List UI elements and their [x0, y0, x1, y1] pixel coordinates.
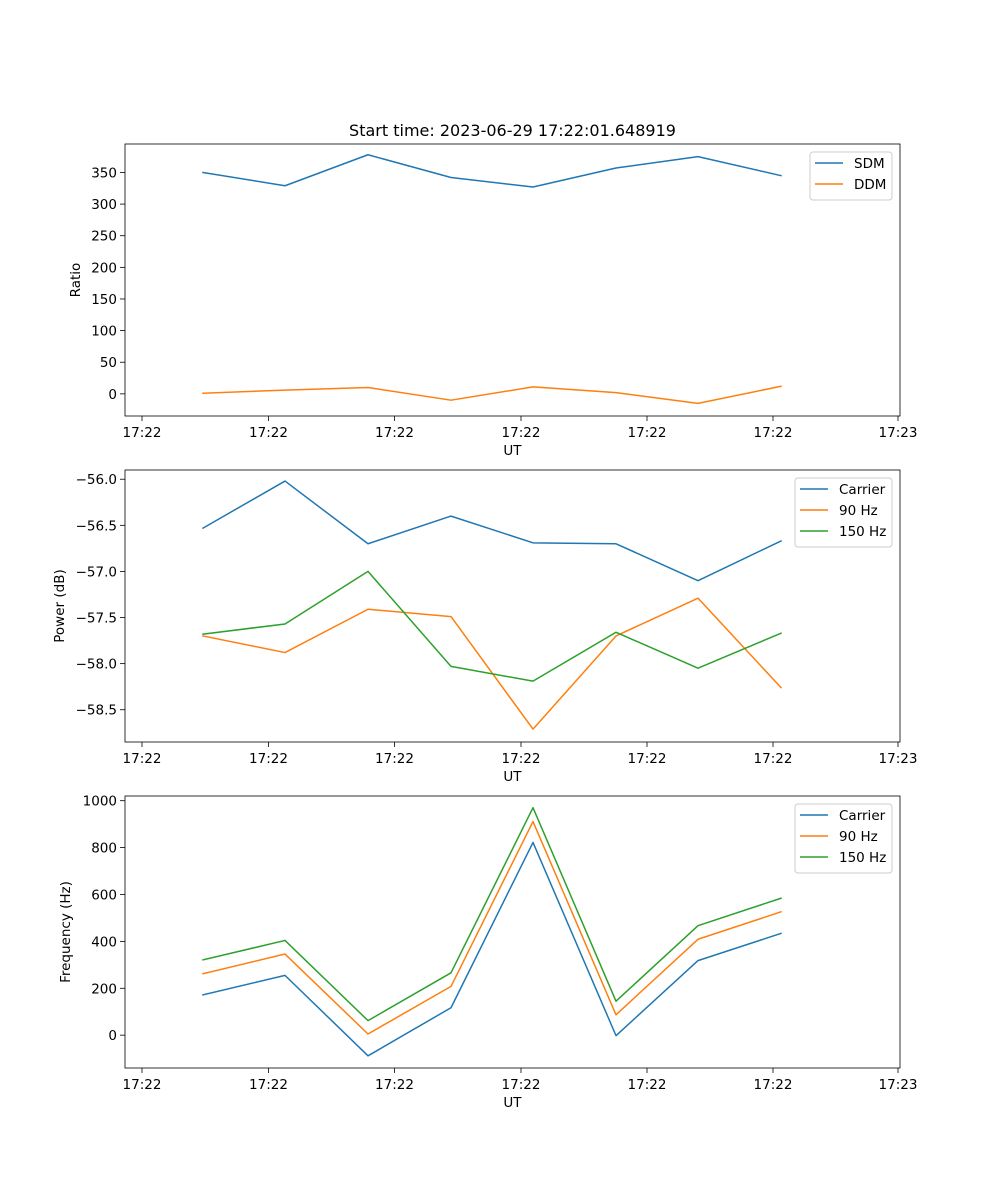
y-tick-label: 600 — [91, 887, 117, 903]
chart-panel-2: 17:22 17:22 17:22 17:22 17:22 17:22 17:23 −56.0… — [52, 469, 918, 785]
x-tick-label: 17:22 — [502, 1077, 541, 1093]
x-tick-label: 17:22 — [249, 1077, 288, 1093]
chart-panel-3: 17:22 17:22 17:22 17:22 17:22 17:22 17:23 0 200 4… — [58, 794, 917, 1111]
x-tick-label: 17:22 — [123, 1077, 162, 1093]
x-tick-label: 17:22 — [754, 425, 793, 441]
x-tick-label: 17:23 — [879, 1077, 918, 1093]
y-tick-label: 150 — [91, 292, 117, 308]
legend-label: 150 Hz — [839, 524, 886, 540]
x-tick-label: 17:22 — [754, 751, 793, 767]
chart-title: Start time: 2023-06-29 17:22:01.648919 — [349, 121, 676, 140]
y-tick-label: 0 — [108, 387, 117, 403]
x-tick-label: 17:22 — [249, 751, 288, 767]
y-tick-label: 400 — [91, 934, 117, 950]
legend-label: SDM — [854, 156, 885, 172]
legend-label: Carrier — [839, 808, 886, 824]
series-line-150-hz — [202, 806, 782, 1022]
y-tick-label: −57.5 — [76, 611, 117, 627]
y-tick-label: 300 — [91, 197, 117, 213]
axes-frame — [124, 469, 901, 743]
x-tick-label: 17:22 — [502, 425, 541, 441]
y-tick-label: −56.5 — [76, 518, 117, 534]
series-line-carrier — [201, 480, 782, 582]
series-line-90-hz — [202, 597, 783, 730]
legend-box — [794, 803, 893, 874]
x-tick-label: 17:22 — [754, 1077, 793, 1093]
x-tick-label: 17:22 — [628, 1077, 667, 1093]
series-line-90-hz — [202, 820, 782, 1035]
series-line-sdm — [202, 154, 782, 188]
legend-label: Carrier — [839, 482, 886, 498]
y-tick-label: −58.5 — [76, 703, 117, 719]
y-tick-label: 800 — [91, 841, 117, 857]
x-tick-label: 17:22 — [375, 1077, 414, 1093]
y-tick-label: 350 — [91, 165, 117, 181]
y-tick-label: −56.0 — [76, 472, 117, 488]
axes-frame — [124, 143, 901, 417]
x-tick-label: 17:22 — [375, 425, 414, 441]
x-tick-label: 17:22 — [628, 751, 667, 767]
legend: SDM DDM — [809, 151, 893, 201]
chart-panel-1: 17:22 17:22 17:22 17:22 17:22 17:22 17:23 0 50 10… — [68, 121, 917, 459]
y-axis-label: Frequency (Hz) — [58, 881, 74, 983]
x-tick-label: 17:22 — [628, 425, 667, 441]
x-axis-label: UT — [503, 443, 522, 459]
y-tick-label: 50 — [100, 355, 117, 371]
y-axis-label: Power (dB) — [52, 569, 68, 642]
legend: Carrier 90 Hz 150 Hz — [794, 803, 893, 874]
legend-label: 90 Hz — [839, 829, 878, 845]
x-tick-label: 17:23 — [879, 751, 918, 767]
y-tick-label: 200 — [91, 260, 117, 276]
legend-label: 150 Hz — [839, 850, 886, 866]
series-line-carrier — [202, 841, 782, 1057]
series-line-ddm — [202, 385, 782, 405]
y-tick-label: −57.0 — [76, 564, 117, 580]
x-tick-label: 17:22 — [123, 751, 162, 767]
x-axis-label: UT — [503, 1095, 522, 1111]
legend-box — [809, 151, 893, 201]
series-line-150-hz — [202, 570, 782, 682]
x-tick-label: 17:22 — [123, 425, 162, 441]
y-tick-label: 0 — [108, 1028, 117, 1044]
legend-label: 90 Hz — [839, 503, 878, 519]
x-tick-label: 17:22 — [249, 425, 288, 441]
y-tick-label: 250 — [91, 229, 117, 245]
axes-frame — [124, 795, 901, 1069]
y-tick-label: 200 — [91, 981, 117, 997]
x-tick-label: 17:22 — [502, 751, 541, 767]
x-tick-label: 17:23 — [879, 425, 918, 441]
y-tick-label: 1000 — [83, 794, 117, 810]
legend-box — [794, 477, 893, 548]
legend-label: DDM — [854, 177, 886, 193]
y-axis-label: Ratio — [68, 263, 84, 298]
legend: Carrier 90 Hz 150 Hz — [794, 477, 893, 548]
x-tick-label: 17:22 — [375, 751, 414, 767]
x-axis-label: UT — [503, 769, 522, 785]
y-tick-label: −58.0 — [76, 657, 117, 673]
y-tick-label: 100 — [91, 324, 117, 340]
